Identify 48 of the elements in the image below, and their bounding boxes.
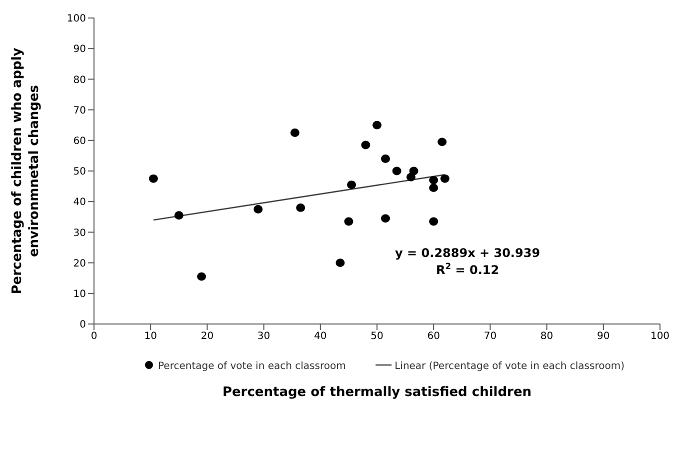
x-tick-label: 50 (370, 331, 384, 342)
point (290, 128, 300, 137)
point (438, 138, 447, 146)
legend-label: Percentage of vote in each classroom (158, 361, 346, 372)
point (174, 211, 184, 220)
y-tick-label: 40 (73, 197, 86, 208)
y-tick-label: 50 (73, 166, 86, 178)
y-tick-label: 10 (73, 288, 86, 300)
point (254, 205, 263, 214)
y-tick-label: 0 (80, 320, 86, 331)
point (347, 180, 356, 189)
x-axis-title: Percentage of thermally satisfied children (222, 385, 532, 400)
point (392, 166, 402, 176)
point (197, 272, 206, 281)
legend-label: Linear (Percentage of vote in each classroom) (394, 361, 625, 372)
y-tick-label: 100 (66, 14, 86, 25)
y-tick-label: 90 (73, 44, 86, 56)
point (296, 204, 306, 212)
x-tick-label: 90 (597, 331, 610, 342)
point (372, 120, 382, 130)
x-tick-label: 100 (650, 331, 670, 342)
x-tick-label: 0 (90, 331, 98, 342)
y-tick-label: 60 (73, 136, 86, 147)
point (429, 184, 438, 192)
annotation: y = 0.2889x + 30.939 (395, 246, 540, 260)
annotation: R$^{2}$ = 0.12 (436, 261, 500, 277)
point (148, 174, 158, 183)
y-axis-title: Percentage of children who apply environmnetal changes (10, 47, 42, 294)
x-tick-label: 80 (540, 331, 554, 342)
point (380, 214, 390, 223)
y-tick-label: 80 (73, 74, 86, 86)
point (344, 217, 354, 226)
y-tick-label: 70 (73, 105, 86, 116)
point (361, 140, 370, 150)
point (409, 166, 418, 176)
x-tick-label: 30 (257, 331, 270, 342)
point (380, 154, 390, 163)
x-tick-label: 40 (314, 331, 327, 342)
y-tick-label: 30 (73, 228, 86, 239)
point (429, 176, 438, 184)
point (336, 258, 345, 267)
x-tick-label: 10 (144, 331, 157, 342)
x-tick-label: 70 (484, 331, 497, 342)
y-tick-label: 20 (73, 258, 86, 270)
point (440, 174, 450, 183)
x-tick-label: 60 (427, 331, 440, 342)
point (429, 217, 438, 226)
x-tick-label: 20 (200, 331, 214, 342)
